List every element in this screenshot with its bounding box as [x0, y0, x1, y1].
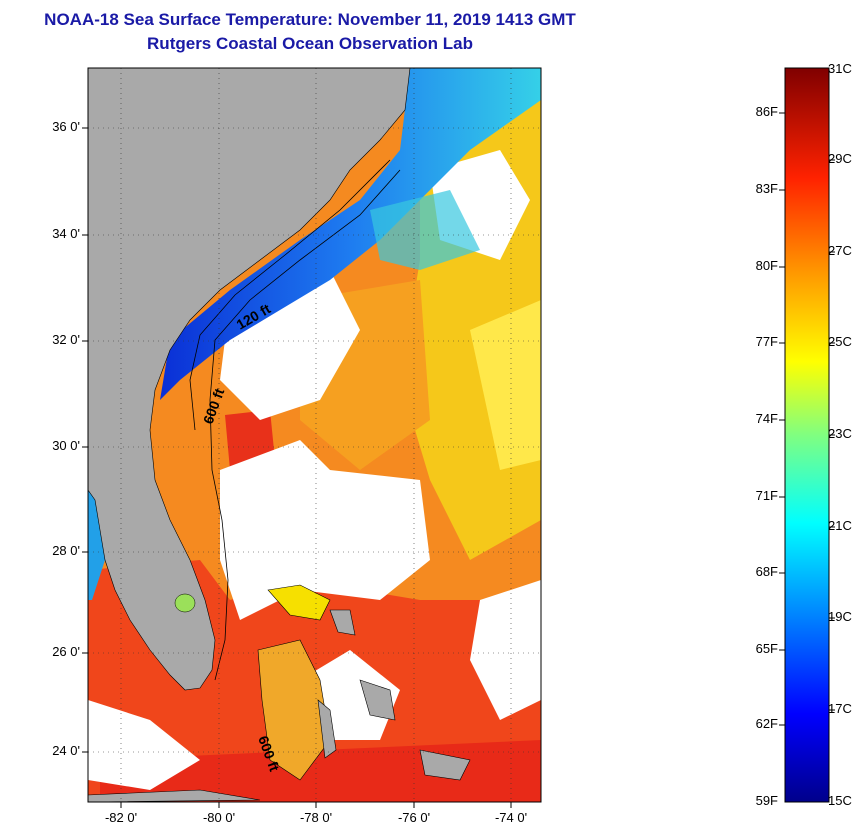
- colorbar-f-label: 68F: [755, 564, 778, 579]
- colorbar-c-label: 21C: [828, 518, 852, 533]
- lon-label: -74 0': [494, 810, 528, 825]
- lat-label: 28 0': [52, 543, 80, 558]
- colorbar-f-label: 77F: [755, 334, 778, 349]
- cuba: [88, 789, 261, 802]
- lon-label: -82 0': [104, 810, 138, 825]
- colorbar-c-label: 25C: [828, 334, 852, 349]
- little-bahama-bank: [267, 584, 331, 621]
- colorbar-f-label: 59F: [755, 793, 778, 808]
- lat-label: 34 0': [52, 226, 80, 241]
- cloud-cover-east: [470, 580, 541, 720]
- axis-ticks: [82, 127, 512, 808]
- lat-label: 30 0': [52, 438, 80, 453]
- colorbar: [784, 67, 830, 803]
- isobath-600ft-line: [209, 169, 401, 681]
- andros-island: [317, 699, 337, 759]
- colorbar-c-label: 23C: [828, 426, 852, 441]
- chart-subtitle: Rutgers Coastal Ocean Observation Lab: [147, 34, 473, 53]
- colorbar-c-label: 19C: [828, 609, 852, 624]
- map-gridlines: [88, 68, 541, 802]
- colorbar-c-label: 17C: [828, 701, 852, 716]
- lon-label: -76 0': [397, 810, 431, 825]
- colorbar-f-label: 80F: [755, 258, 778, 273]
- colorbar-c-label: 31C: [828, 61, 852, 76]
- lon-label: -80 0': [202, 810, 236, 825]
- chart-title: NOAA-18 Sea Surface Temperature: Novembe…: [44, 10, 576, 29]
- lat-label: 26 0': [52, 644, 80, 659]
- colorbar-f-label: 83F: [755, 181, 778, 196]
- colorbar-f-label: 71F: [755, 488, 778, 503]
- map-frame: [87, 67, 542, 803]
- warm-water-yellow-2: [470, 300, 541, 470]
- colorbar-f-label: 86F: [755, 104, 778, 119]
- lake-okeechobee: [174, 593, 196, 613]
- colorbar-c-label: 27C: [828, 243, 852, 258]
- sst-map: [88, 68, 541, 802]
- lat-label: 36 0': [52, 119, 80, 134]
- colorbar-f-label: 74F: [755, 411, 778, 426]
- isobath-120ft-line: [189, 159, 391, 431]
- eleuthera-island: [359, 679, 396, 721]
- cold-coastal-water: [160, 68, 541, 400]
- colorbar-c-label: 15C: [828, 793, 852, 808]
- gulf-stream-edge: [370, 190, 480, 270]
- colorbar-c-label: 29C: [828, 151, 852, 166]
- land-southeast-us: [88, 68, 411, 691]
- abaco-island: [329, 609, 356, 636]
- lat-label: 24 0': [52, 743, 80, 758]
- great-bahama-bank: [257, 639, 331, 781]
- cloud-cover-southwest: [88, 700, 200, 790]
- lat-label: 32 0': [52, 332, 80, 347]
- cloud-cover-central: [220, 440, 430, 620]
- colorbar-ticks: [779, 112, 835, 726]
- lon-label: -78 0': [299, 810, 333, 825]
- colorbar-f-label: 65F: [755, 641, 778, 656]
- southern-bahamas: [419, 749, 471, 781]
- colorbar-f-label: 62F: [755, 716, 778, 731]
